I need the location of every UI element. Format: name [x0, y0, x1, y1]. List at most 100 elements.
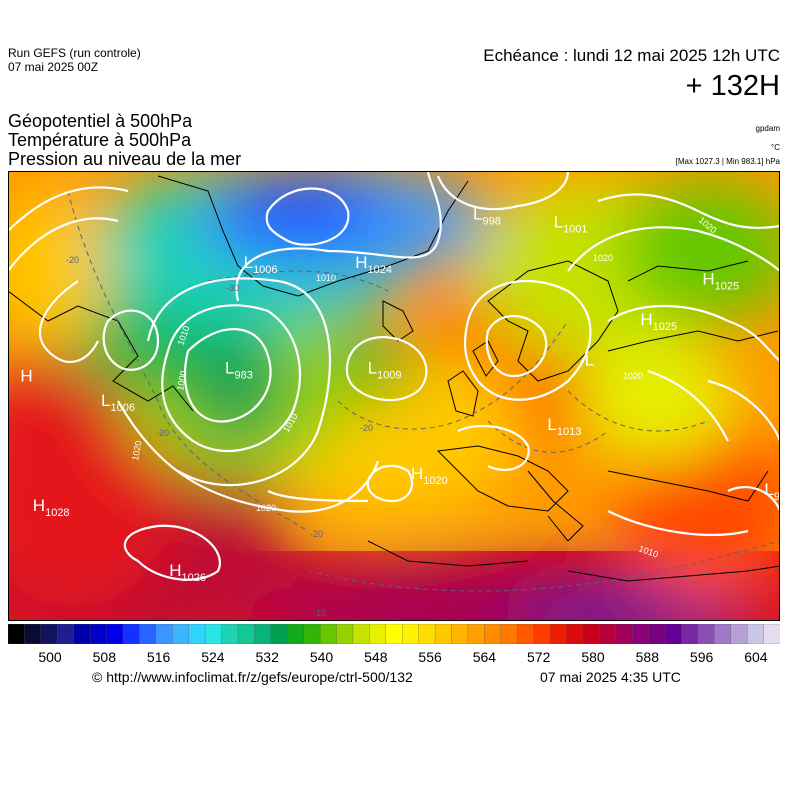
- colorbar-swatch: [57, 624, 75, 644]
- high-pressure-center: H1025: [640, 310, 677, 333]
- colorbar-swatch: [697, 624, 715, 644]
- variable-geopotential: Géopotentiel à 500hPa: [8, 111, 193, 131]
- run-date: 07 mai 2025 00Z: [8, 60, 99, 74]
- isotherm-labels: -20 -30 -20 -20 -20 -10: [66, 255, 373, 618]
- isotherm-label: -10: [313, 608, 326, 618]
- colorbar-swatch: [566, 624, 584, 644]
- pressure-minmax: [Max 1027.3 | Min 983.1] hPa: [675, 157, 780, 166]
- high-pressure-center: H1020: [411, 464, 448, 487]
- colorbar-swatch: [336, 624, 354, 644]
- colorbar-swatch: [615, 624, 633, 644]
- colorbar-swatch: [664, 624, 683, 644]
- colorbar-swatch: [40, 624, 58, 644]
- colorbar-swatch: [352, 624, 371, 644]
- colorbar-swatch: [106, 624, 124, 644]
- low-pressure-center: L1013: [547, 415, 581, 438]
- colorbar-swatch: [500, 624, 518, 644]
- high-pressure-center: H1024: [355, 253, 392, 276]
- colorbar-swatch: [172, 624, 190, 644]
- coastlines: [8, 175, 780, 582]
- colorbar-swatch: [763, 624, 780, 644]
- isobar-label: 1010: [316, 273, 336, 283]
- unit-celsius: °C: [771, 143, 780, 152]
- low-pressure-center: L1006: [244, 253, 278, 276]
- low-pressure-center: L993: [764, 480, 780, 503]
- colorbar-swatch: [451, 624, 469, 644]
- high-pressure-center: H1028: [33, 496, 70, 519]
- high-pressure-center: H1026: [169, 561, 206, 584]
- isobars: [8, 171, 780, 581]
- isobar-label: 1020: [593, 253, 613, 263]
- colorbar-swatch: [287, 624, 305, 644]
- isotherms: [67, 190, 780, 592]
- colorbar-tick-label: 564: [472, 649, 497, 665]
- colorbar-tick-label: 540: [309, 649, 334, 665]
- colorbar-tick-label: 556: [418, 649, 442, 665]
- low-pressure-center: L1006: [101, 391, 135, 414]
- colorbar-swatch: [24, 624, 42, 644]
- colorbar-swatch: [369, 624, 387, 644]
- colorbar-swatch: [237, 624, 256, 644]
- colorbar: [8, 624, 780, 644]
- colorbar-tick-label: 580: [581, 649, 605, 665]
- colorbar-swatch: [303, 624, 321, 644]
- colorbar-swatch: [418, 624, 436, 644]
- colorbar-swatch: [139, 624, 157, 644]
- colorbar-swatch: [632, 624, 650, 644]
- isotherm-label: -20: [156, 428, 169, 438]
- colorbar-tick-label: 604: [744, 649, 768, 665]
- unit-gpdam: gpdam: [755, 124, 780, 133]
- weather-map: 1010 1010 1000 1010 1020 1020 1020 1020 …: [8, 171, 780, 621]
- colorbar-swatch: [599, 624, 617, 644]
- colorbar-tick-label: 572: [527, 649, 551, 665]
- colorbar-swatch: [254, 624, 272, 644]
- isobar-labels: 1010 1010 1000 1010 1020 1020 1020 1020 …: [130, 215, 718, 560]
- colorbar-swatch: [402, 624, 420, 644]
- low-pressure-center: L: [585, 350, 594, 369]
- colorbar-swatch: [221, 624, 239, 644]
- isotherm-label: -30: [226, 283, 239, 293]
- isobar-label: 1020: [256, 503, 276, 513]
- colorbar-swatch: [484, 624, 502, 644]
- colorbar-swatch: [434, 624, 453, 644]
- colorbar-tick-label: 532: [255, 649, 279, 665]
- colorbar-swatch: [188, 624, 206, 644]
- colorbar-swatch: [270, 624, 288, 644]
- isotherm-label: -20: [310, 529, 323, 539]
- generation-time: 07 mai 2025 4:35 UTC: [540, 669, 681, 685]
- colorbar-swatch: [73, 624, 91, 644]
- valid-time: Echéance : lundi 12 mai 2025 12h UTC: [483, 46, 780, 65]
- colorbar-swatch: [582, 624, 600, 644]
- colorbar-swatch: [730, 624, 748, 644]
- colorbar-swatch: [385, 624, 403, 644]
- isobar-label: 1020: [130, 440, 143, 461]
- colorbar-tick-label: 516: [146, 649, 171, 665]
- colorbar-swatch: [319, 624, 338, 644]
- low-pressure-center: L1009: [368, 359, 402, 382]
- isotherm-label: -20: [66, 255, 79, 265]
- colorbar-swatch: [8, 624, 26, 644]
- colorbar-swatch: [746, 624, 765, 644]
- colorbar-swatch: [122, 624, 141, 644]
- isotherm-label: -20: [360, 423, 373, 433]
- colorbar-swatch: [681, 624, 699, 644]
- variable-temperature: Température à 500hPa: [8, 130, 192, 150]
- low-pressure-center: L983: [225, 359, 253, 382]
- high-pressure-center: H1025: [702, 269, 739, 292]
- colorbar-tick-label: 588: [635, 649, 659, 665]
- run-info: Run GEFS (run controle) 07 mai 2025 00Z: [8, 46, 141, 74]
- geopotential-shading: [8, 171, 780, 621]
- isobar-label: 1000: [175, 370, 188, 391]
- colorbar-swatch: [517, 624, 535, 644]
- run-name: Run GEFS (run controle): [8, 46, 141, 60]
- colorbar-swatch: [204, 624, 223, 644]
- lead-time: + 132H: [685, 70, 780, 102]
- colorbar-tick-label: 524: [201, 649, 225, 665]
- colorbar-swatch: [467, 624, 485, 644]
- colorbar-tick-label: 548: [364, 649, 388, 665]
- variable-pressure: Pression au niveau de la mer: [8, 149, 242, 169]
- colorbar-swatch: [714, 624, 732, 644]
- source-url[interactable]: © http://www.infoclimat.fr/z/gefs/europe…: [92, 669, 413, 685]
- colorbar-swatch: [533, 624, 551, 644]
